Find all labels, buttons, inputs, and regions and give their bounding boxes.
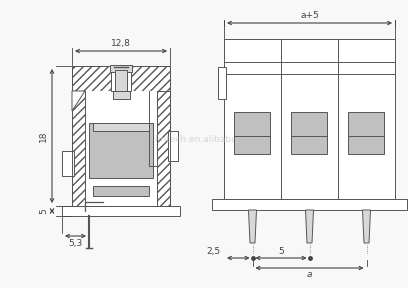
Bar (157, 66, 170, 206)
Text: huilintech.en.alibaba.com: huilintech.en.alibaba.com (141, 135, 259, 145)
Bar (62, 206, 180, 216)
Polygon shape (248, 210, 257, 243)
Text: 5,3: 5,3 (69, 239, 83, 248)
Text: a: a (307, 270, 312, 279)
Polygon shape (72, 91, 85, 111)
Polygon shape (362, 210, 370, 243)
Text: 12,8: 12,8 (111, 39, 131, 48)
Bar (72, 66, 170, 91)
Bar (168, 131, 178, 161)
Text: 5: 5 (278, 247, 284, 256)
Bar (115, 70, 127, 91)
Bar (85, 91, 157, 206)
Bar (291, 112, 327, 154)
Text: 5: 5 (39, 208, 48, 214)
Bar (113, 91, 130, 99)
Text: 2,5: 2,5 (206, 247, 220, 256)
Bar (89, 123, 153, 178)
Bar (224, 39, 395, 199)
Bar (62, 151, 74, 176)
Bar (72, 66, 170, 206)
Bar (111, 66, 131, 91)
Bar (72, 66, 85, 206)
Bar (224, 39, 395, 74)
Bar (93, 123, 149, 131)
Bar (348, 112, 384, 154)
Text: a+5: a+5 (300, 11, 319, 20)
Polygon shape (306, 210, 313, 243)
Bar (110, 65, 132, 72)
Bar (212, 199, 407, 210)
Text: 18: 18 (39, 130, 48, 142)
Bar (93, 186, 149, 196)
Bar (234, 112, 270, 154)
Bar (218, 67, 226, 99)
